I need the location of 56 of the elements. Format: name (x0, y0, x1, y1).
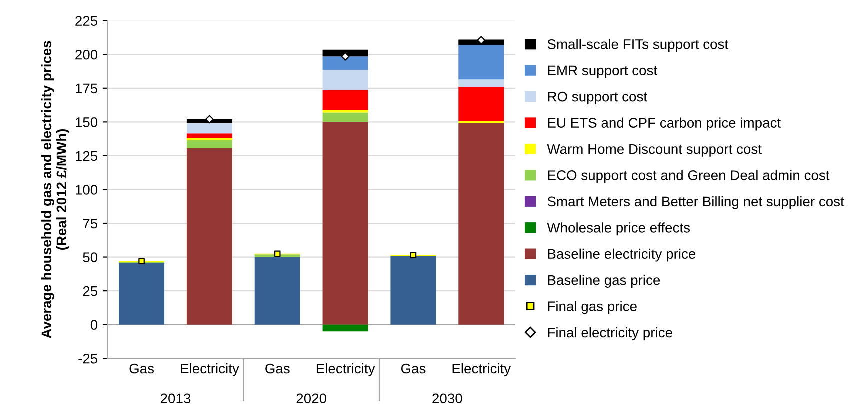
bar (186, 124, 232, 134)
bar (322, 112, 368, 122)
bar (322, 110, 368, 113)
x-tick-label: Gas (266, 364, 290, 374)
legend-label: Final electricity price (548, 327, 672, 340)
y-tick-label: 75 (83, 218, 98, 229)
legend-label: Smart Meters and Better Billing net supplier cost (548, 196, 844, 210)
legend-label: Baseline electricity price (548, 248, 696, 262)
bar (186, 148, 232, 325)
x-tick-label: Electricity (452, 363, 512, 376)
legend-label: EU ETS and CPF carbon price impact (548, 118, 781, 131)
bar (119, 263, 165, 325)
x-tick-label: Electricity (181, 363, 240, 376)
y-tick-label: 200 (76, 50, 98, 60)
y-tick-label: 100 (76, 185, 98, 195)
y-axis-title: Average household gas and electricity prices (Real 2012 £/MWh) (41, 41, 70, 338)
legend-label: RO support cost (548, 92, 648, 104)
bar (254, 257, 300, 325)
text: 2030 (432, 394, 462, 404)
y-tick-label: 175 (76, 84, 98, 94)
bar (322, 324, 368, 332)
legend-label: Wholesale price effects (547, 222, 690, 236)
y-tick-label: -25 (78, 354, 98, 364)
bar (322, 50, 368, 57)
point (205, 115, 214, 124)
legend-label: Warm Home Discount support cost (547, 144, 762, 157)
x-tick-label: Gas (130, 364, 154, 374)
x-tick-label: Electricity (316, 363, 376, 376)
y-tick-label: 0 (90, 320, 98, 330)
bar (458, 80, 504, 88)
point (274, 250, 281, 258)
legend-label: Small-scale FITs support cost (548, 39, 728, 52)
text: 2013 (160, 394, 191, 404)
bar (390, 256, 436, 325)
bar (322, 122, 368, 325)
bar (186, 134, 232, 138)
point (138, 258, 145, 264)
bar (322, 90, 368, 110)
legend-label: EMR support cost (548, 66, 658, 78)
bar (322, 56, 368, 70)
bar (322, 70, 368, 90)
y-tick-label: 25 (83, 286, 98, 296)
y-tick-label: 225 (76, 16, 98, 26)
legend-label: ECO support cost and Green Deal admin cost (548, 170, 830, 184)
legend-label: Baseline gas price (548, 275, 660, 288)
y-tick-label: 125 (76, 151, 98, 162)
x-tick-label: Gas (401, 364, 426, 374)
bar (186, 140, 232, 149)
bar (458, 124, 504, 325)
point (410, 252, 417, 258)
y-tick-label: 50 (83, 252, 98, 262)
legend-label: Final gas price (548, 301, 637, 314)
bar (458, 45, 504, 80)
bar (458, 87, 504, 122)
text: 2020 (296, 394, 326, 404)
y-tick-label: 150 (76, 118, 98, 128)
